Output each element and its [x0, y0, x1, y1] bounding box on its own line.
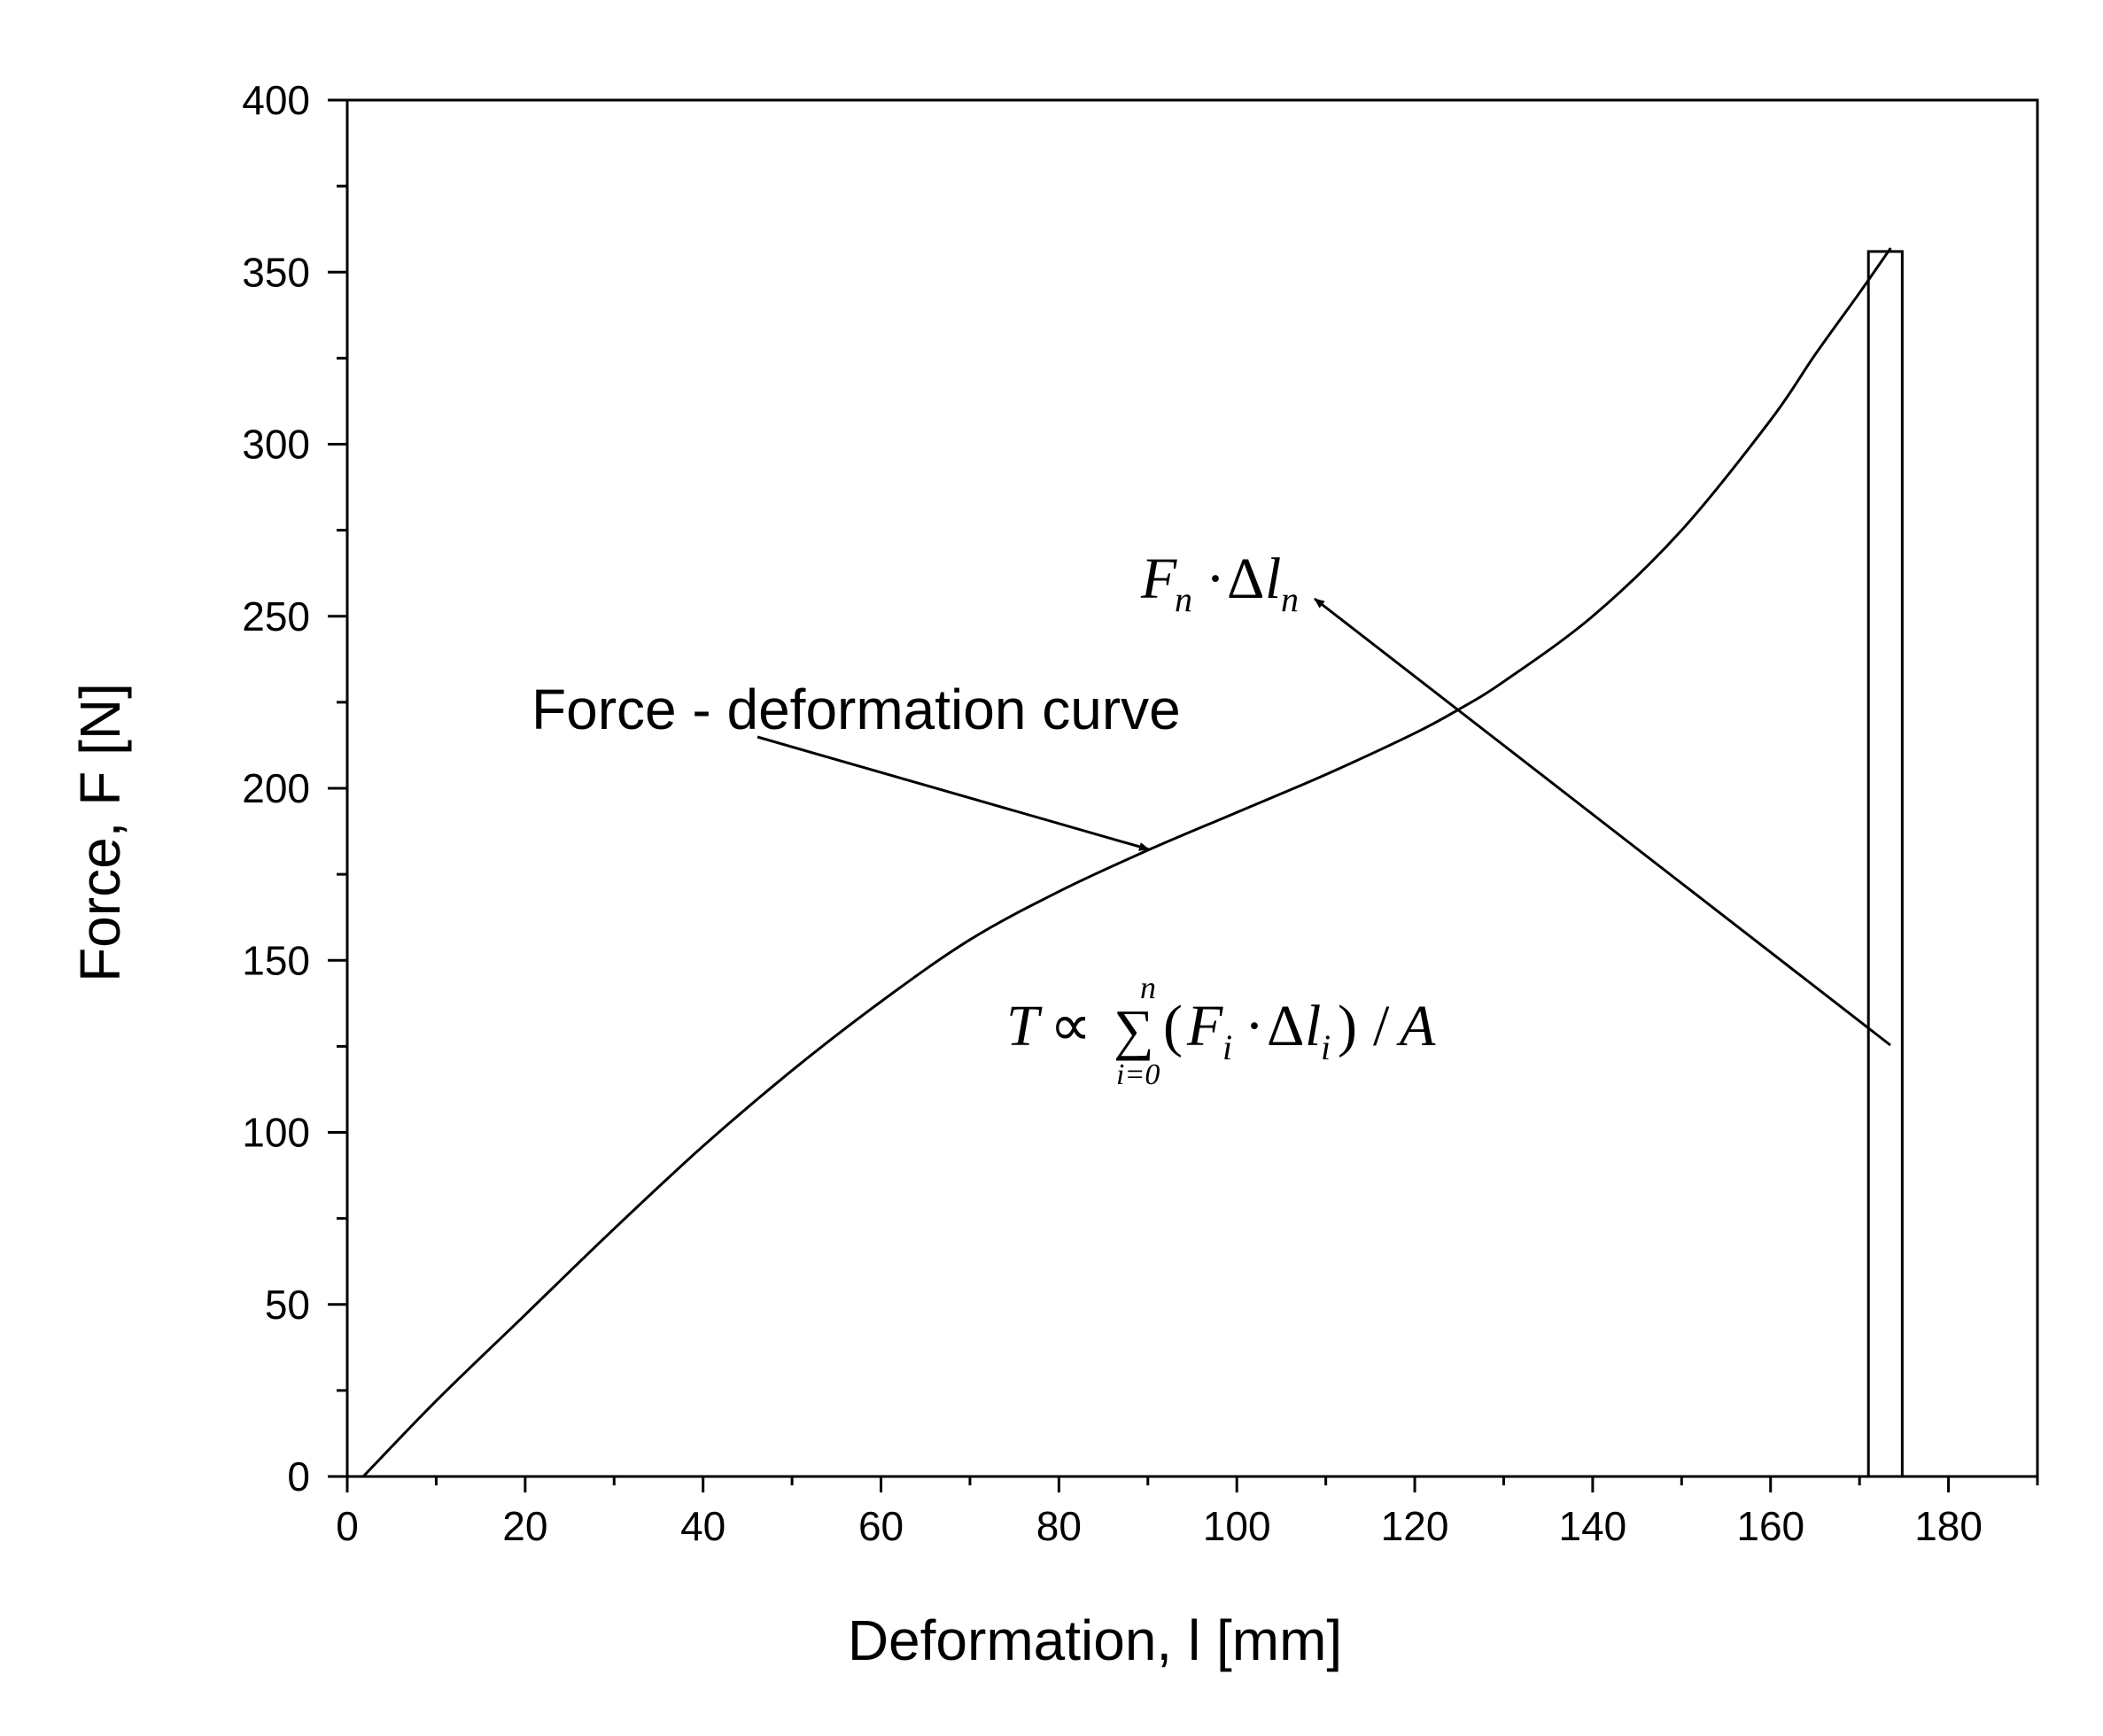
svg-text:i: i: [1222, 1027, 1232, 1067]
svg-text:·: ·: [1245, 994, 1264, 1058]
work-increment-label: F n · Δ l n: [1140, 546, 1299, 619]
plot-frame: [345, 98, 2039, 1478]
svg-text:i: i: [1321, 1027, 1331, 1067]
curve-label: Force - deformation curve: [532, 678, 1181, 741]
svg-text:F: F: [1140, 546, 1177, 611]
y-tick-label: 200: [242, 765, 310, 811]
svg-text:A: A: [1396, 994, 1436, 1058]
svg-text:n: n: [1140, 970, 1156, 1005]
svg-text:n: n: [1281, 579, 1299, 619]
x-tick-label: 120: [1381, 1503, 1449, 1549]
svg-text:l: l: [1305, 994, 1321, 1058]
x-tick-label: 160: [1736, 1503, 1804, 1549]
y-axis-ticks: 0 50 100 150 200 250 300 350 400: [242, 77, 347, 1500]
x-tick-label: 20: [502, 1503, 547, 1549]
force-deformation-curve: [361, 247, 1892, 1478]
curve-label-arrow: [757, 735, 1150, 851]
svg-text:∝: ∝: [1050, 994, 1091, 1058]
y-tick-label: 50: [265, 1282, 310, 1328]
work-increment-arrow: [1314, 597, 1891, 1047]
svg-text:F: F: [1186, 994, 1223, 1058]
x-tick-label: 60: [858, 1503, 904, 1549]
y-tick-label: 350: [242, 249, 310, 295]
y-tick-label: 250: [242, 593, 310, 639]
x-tick-label: 80: [1036, 1503, 1082, 1549]
x-axis-ticks: 0 20 40 60 80 100 120 140 160 180: [336, 1476, 2039, 1549]
svg-text:(: (: [1163, 994, 1183, 1058]
y-tick-label: 300: [242, 422, 310, 468]
svg-text:l: l: [1265, 546, 1281, 611]
x-tick-label: 0: [336, 1503, 359, 1549]
y-tick-label: 400: [242, 77, 310, 123]
svg-text:i=0: i=0: [1116, 1058, 1160, 1091]
toughness-formula: T ∝ n ∑ i=0 ( F i · Δ l i ) / A: [1006, 970, 1436, 1091]
x-tick-label: 140: [1559, 1503, 1627, 1549]
y-tick-label: 0: [287, 1453, 310, 1500]
svg-text:/: /: [1373, 994, 1390, 1058]
y-tick-label: 100: [242, 1110, 310, 1156]
svg-text:Δ: Δ: [1227, 546, 1264, 611]
x-tick-label: 180: [1914, 1503, 1983, 1549]
svg-text:): ): [1338, 994, 1357, 1058]
work-increment-bar: [1866, 250, 1904, 1478]
x-tick-label: 100: [1203, 1503, 1271, 1549]
svg-text:∑: ∑: [1114, 998, 1154, 1061]
y-tick-label: 150: [242, 937, 310, 983]
svg-text:T: T: [1006, 994, 1043, 1058]
svg-text:n: n: [1175, 579, 1192, 619]
svg-text:·: ·: [1206, 546, 1225, 611]
svg-text:Δ: Δ: [1267, 994, 1304, 1058]
x-axis-title: Deformation, l [mm]: [848, 1608, 1342, 1672]
x-tick-label: 40: [680, 1503, 726, 1549]
y-axis-title: Force, F [N]: [68, 683, 132, 982]
